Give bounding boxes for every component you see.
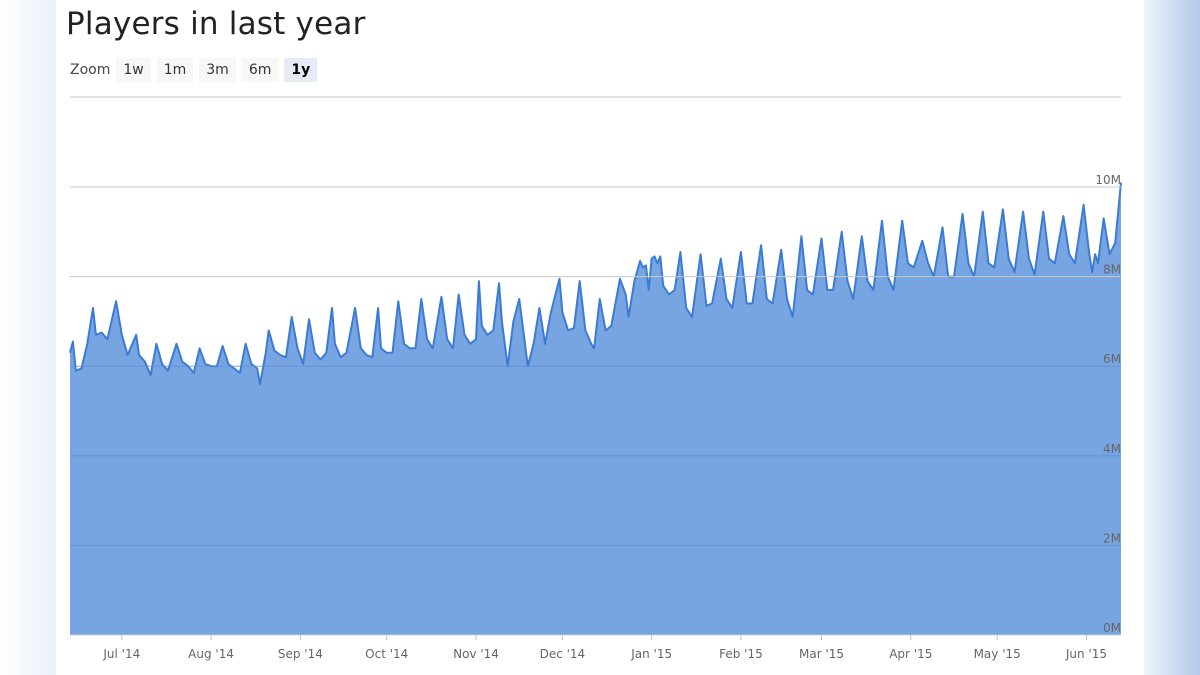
x-tick-label: May '15 [974,647,1021,661]
zoom-1w-button[interactable]: 1w [116,58,151,82]
x-tick-label: Jan '15 [630,647,672,661]
x-tick-label: Mar '15 [799,647,844,661]
series-area [69,182,1122,635]
chart-title: Players in last year [66,6,366,42]
x-tick-label: Jul '14 [102,647,140,661]
x-tick-label: Jun '15 [1065,647,1107,661]
x-axis-labels: Jul '14 Aug '14 Sep '14 Oct '14 Nov '14 Dec '… [102,647,1107,661]
x-tick-label: Apr '15 [889,647,932,661]
y-tick-label: 2M [1103,531,1121,545]
zoom-label: Zoom [70,62,111,78]
zoom-6m-button[interactable]: 6m [241,58,279,82]
y-tick-label: 10M [1095,173,1121,187]
x-tick-label: Sep '14 [278,647,323,661]
zoom-3m-button[interactable]: 3m [199,58,236,82]
series-line [69,182,1122,386]
x-tick-label: Oct '14 [365,647,408,661]
y-axis-labels: 0M 2M 4M 6M 8M 10M [1095,173,1121,635]
x-tick-label: Nov '14 [453,647,499,661]
x-tick-label: Dec '14 [540,647,586,661]
y-tick-label: 4M [1103,442,1121,456]
series-area-fill [70,182,1121,635]
x-tick-label: Aug '14 [188,647,234,661]
y-tick-label: 0M [1103,621,1121,635]
zoom-1y-button[interactable]: 1y [284,58,318,82]
zoom-bar: Zoom 1w 1m 3m 6m 1y [70,58,323,82]
zoom-1m-button[interactable]: 1m [156,58,194,82]
y-tick-label: 6M [1103,352,1121,366]
y-tick-label: 8M [1103,263,1121,277]
x-tick-label: Feb '15 [719,647,763,661]
